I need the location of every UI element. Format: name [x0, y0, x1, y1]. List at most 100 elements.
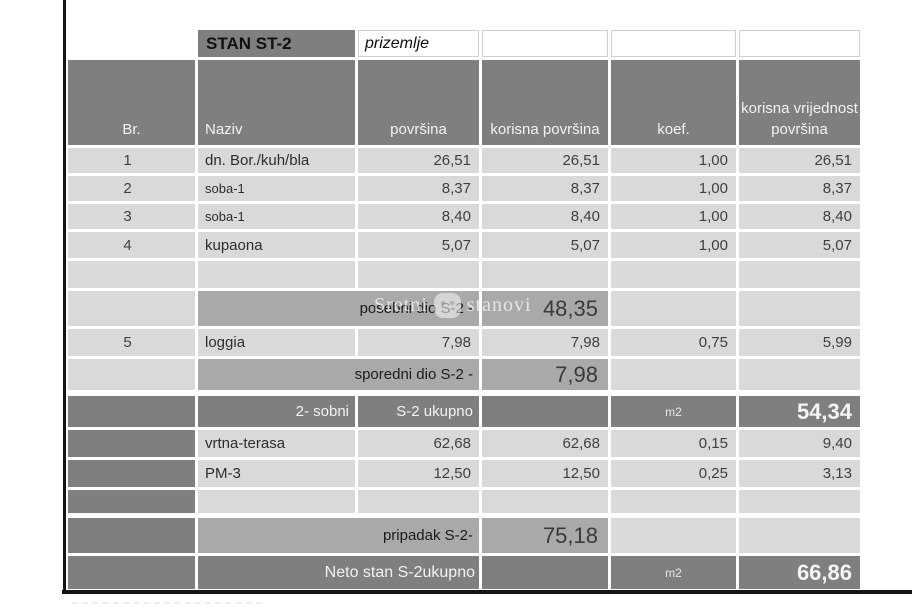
empty-cell [68, 396, 195, 427]
header-cell-br: Br. [68, 60, 195, 145]
row-number: 1 [68, 148, 195, 173]
title-empty-cell [482, 30, 608, 57]
empty-cell [358, 261, 479, 288]
empty-cell [68, 291, 195, 326]
empty-cell [358, 490, 479, 513]
table-row: 4 kupaona 5,07 5,07 1,00 5,07 [68, 232, 860, 258]
koef-value: 0,25 [611, 460, 736, 487]
povrsina-value: 62,68 [358, 430, 479, 457]
empty-cell [739, 291, 860, 326]
header-cell-korisna-povrsina: korisna površina [482, 60, 608, 145]
povrsina-value: 7,98 [358, 329, 479, 356]
empty-row [68, 261, 860, 288]
empty-cell [482, 261, 608, 288]
korisna-value: 12,50 [482, 460, 608, 487]
empty-cell [739, 359, 860, 390]
room-name: soba-1 [198, 176, 355, 201]
empty-cell [739, 261, 860, 288]
title-row: STAN ST-2 prizemlje [68, 30, 860, 57]
empty-cell [611, 261, 736, 288]
header-row: Br. Naziv površina korisna površina koef… [68, 60, 860, 145]
apartment-title: STAN ST-2 [198, 30, 355, 57]
korisna-value: 8,40 [482, 204, 608, 229]
title-spacer [68, 30, 195, 57]
koef-value: 1,00 [611, 232, 736, 258]
row-number [68, 460, 195, 487]
table-row: PM-3 12,50 12,50 0,25 3,13 [68, 460, 860, 487]
sporedni-dio-value: 7,98 [482, 359, 608, 390]
povrsina-value: 12,50 [358, 460, 479, 487]
row-number: 3 [68, 204, 195, 229]
ukupno-label: S-2 ukupno [358, 396, 479, 427]
row-number [68, 430, 195, 457]
korisna-value: 8,37 [482, 176, 608, 201]
left-border-line [63, 0, 66, 594]
pripadak-value: 75,18 [482, 518, 608, 553]
empty-cell [739, 518, 860, 553]
bottom-border-line [62, 590, 912, 594]
floor-label: prizemlje [358, 30, 479, 57]
posebni-dio-value: 48,35 [482, 291, 608, 326]
empty-row [68, 490, 860, 513]
room-name: dn. Bor./kuh/bla [198, 148, 355, 173]
scan-artifact-dashes [72, 602, 262, 604]
room-name: PM-3 [198, 460, 355, 487]
table-row: vrtna-terasa 62,68 62,68 0,15 9,40 [68, 430, 860, 457]
table-row: 3 soba-1 8,40 8,40 1,00 8,40 [68, 204, 860, 229]
posebni-dio-label: posebni dio S-2 - [198, 291, 479, 326]
empty-cell [611, 490, 736, 513]
ukupno-value: 54,34 [739, 396, 860, 427]
room-name: soba-1 [198, 204, 355, 229]
row-number: 4 [68, 232, 195, 258]
empty-cell [68, 518, 195, 553]
vrijednost-value: 26,51 [739, 148, 860, 173]
povrsina-value: 5,07 [358, 232, 479, 258]
vrijednost-value: 8,37 [739, 176, 860, 201]
empty-cell [739, 490, 860, 513]
title-empty-cell [611, 30, 736, 57]
korisna-value: 7,98 [482, 329, 608, 356]
empty-cell [611, 359, 736, 390]
empty-cell [611, 518, 736, 553]
povrsina-value: 8,37 [358, 176, 479, 201]
empty-cell [68, 359, 195, 390]
sobni-label: 2- sobni [198, 396, 355, 427]
ukupno-total-row: 2- sobni S-2 ukupno m2 54,34 [68, 396, 860, 427]
povrsina-value: 26,51 [358, 148, 479, 173]
row-number: 2 [68, 176, 195, 201]
header-cell-naziv: Naziv [198, 60, 355, 145]
table-row: 1 dn. Bor./kuh/bla 26,51 26,51 1,00 26,5… [68, 148, 860, 173]
room-name: vrtna-terasa [198, 430, 355, 457]
vrijednost-value: 9,40 [739, 430, 860, 457]
pripadak-row: pripadak S-2- 75,18 [68, 518, 860, 553]
header-cell-korisna-vrijednost: korisna vrijednost površina [739, 60, 860, 145]
header-cell-povrsina: površina [358, 60, 479, 145]
unit-label: m2 [611, 556, 736, 589]
empty-cell [482, 490, 608, 513]
neto-total-row: Neto stan S-2ukupno m2 66,86 [68, 556, 860, 589]
empty-cell [482, 556, 608, 589]
empty-cell [198, 261, 355, 288]
korisna-value: 26,51 [482, 148, 608, 173]
posebni-dio-row: posebni dio S-2 - 48,35 [68, 291, 860, 326]
koef-value: 0,15 [611, 430, 736, 457]
koef-value: 1,00 [611, 148, 736, 173]
room-name: loggia [198, 329, 355, 356]
vrijednost-value: 3,13 [739, 460, 860, 487]
vrijednost-value: 5,99 [739, 329, 860, 356]
koef-value: 0,75 [611, 329, 736, 356]
vrijednost-value: 8,40 [739, 204, 860, 229]
povrsina-value: 8,40 [358, 204, 479, 229]
empty-cell [611, 291, 736, 326]
koef-value: 1,00 [611, 204, 736, 229]
koef-value: 1,00 [611, 176, 736, 201]
table-row: 5 loggia 7,98 7,98 0,75 5,99 [68, 329, 860, 356]
korisna-value: 5,07 [482, 232, 608, 258]
sporedni-dio-label: sporedni dio S-2 - [198, 359, 479, 390]
unit-label: m2 [611, 396, 736, 427]
vrijednost-value: 5,07 [739, 232, 860, 258]
empty-cell [68, 490, 195, 513]
sporedni-dio-row: sporedni dio S-2 - 7,98 [68, 359, 860, 390]
room-name: kupaona [198, 232, 355, 258]
